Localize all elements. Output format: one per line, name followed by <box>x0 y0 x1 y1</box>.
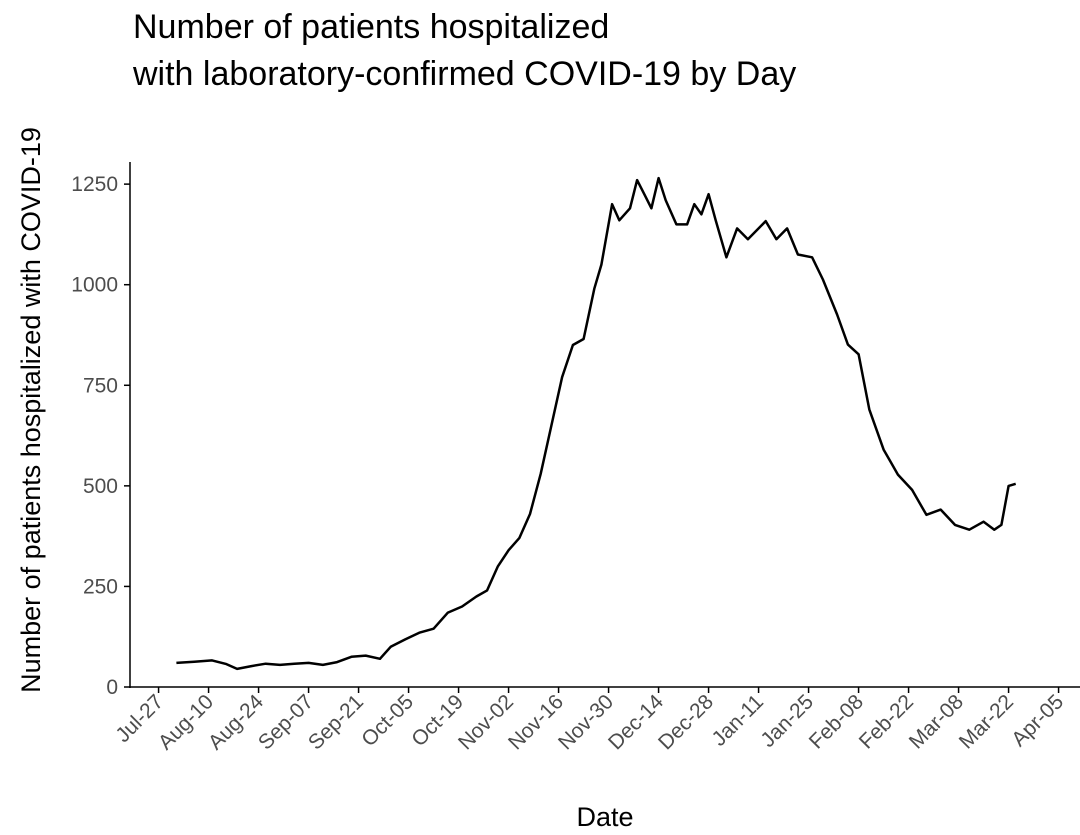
x-axis-label: Date <box>576 802 633 832</box>
chart-title: Number of patients hospitalized <box>133 8 609 46</box>
x-tick-label: Feb-22 <box>855 690 918 753</box>
y-tick-label: 1250 <box>71 173 118 196</box>
x-tick-label: Sep-21 <box>304 690 368 754</box>
x-tick-label: Aug-24 <box>204 690 268 754</box>
line <box>176 176 1017 671</box>
y-tick-label: 250 <box>83 575 118 598</box>
y-tick-label: 750 <box>83 374 118 397</box>
x-tick-label: Dec-14 <box>604 690 668 754</box>
x-tick-label: Nov-30 <box>554 690 618 754</box>
y-tick-label: 0 <box>106 676 118 699</box>
x-tick-label: Jan-11 <box>708 690 769 751</box>
y-tick-label: 1000 <box>71 274 118 297</box>
x-tick-label: Nov-02 <box>454 690 518 754</box>
x-tick-label: Aug-10 <box>154 690 218 754</box>
x-tick-label: Mar-08 <box>905 690 968 753</box>
x-tick-label: Oct-05 <box>357 690 418 751</box>
chart-title: with laboratory-confirmed COVID-19 by Da… <box>132 55 796 93</box>
y-axis-label: Number of patients hospitalized with COV… <box>16 127 46 693</box>
x-tick-label: Dec-28 <box>654 690 718 754</box>
x-tick-label: Sep-07 <box>254 690 318 754</box>
x-tick-label: Nov-16 <box>504 690 568 754</box>
x-tick-label: Apr-05 <box>1007 690 1068 751</box>
y-tick-label: 500 <box>83 475 118 498</box>
x-tick-label: Mar-22 <box>955 690 1018 753</box>
x-tick-label: Feb-08 <box>805 690 868 753</box>
